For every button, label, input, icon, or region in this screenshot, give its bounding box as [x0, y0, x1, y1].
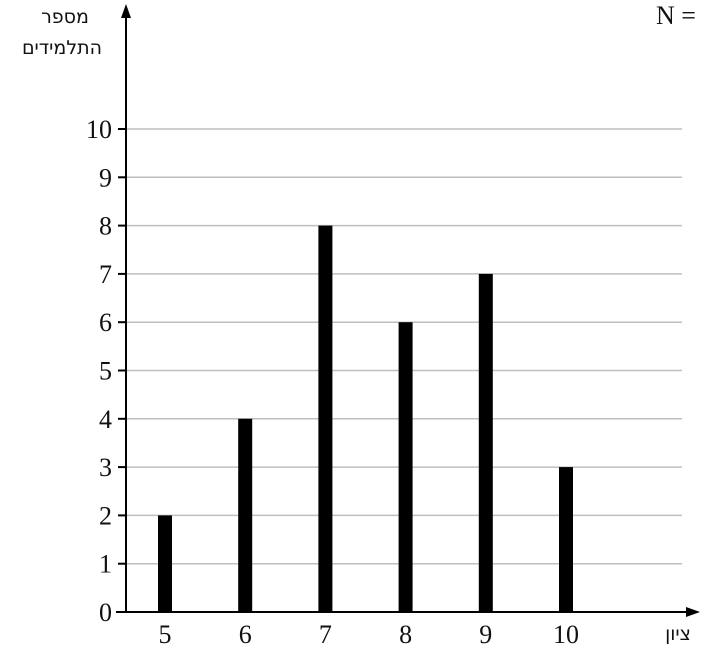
x-tick-label: 7 [319, 620, 332, 649]
y-tick-label: 9 [99, 163, 112, 192]
y-axis-ticks: 0 1 2 3 4 5 6 7 8 9 10 [86, 115, 126, 627]
x-tick-label: 10 [553, 620, 579, 649]
y-tick-label: 5 [99, 357, 112, 386]
x-axis-title: ציון [665, 623, 691, 645]
x-tick-label: 6 [239, 620, 252, 649]
y-axis-title-line2: התלמידים [22, 37, 102, 59]
x-tick-label: 5 [159, 620, 172, 649]
y-tick-label: 2 [99, 501, 112, 530]
y-tick-label: 4 [99, 405, 112, 434]
axes [116, 4, 700, 617]
y-tick-label: 8 [99, 212, 112, 241]
y-tick-label: 1 [99, 550, 112, 579]
y-tick-label: 10 [86, 115, 112, 144]
corner-n-label: N = [656, 1, 696, 30]
x-tick-label: 9 [479, 620, 492, 649]
bar-9 [478, 273, 493, 612]
bar-7 [318, 225, 333, 612]
x-tick-label: 8 [399, 620, 412, 649]
y-tick-label: 3 [99, 453, 112, 482]
bars [158, 225, 573, 612]
y-tick-label: 7 [99, 260, 112, 289]
y-axis-title-line1: מספר [41, 6, 89, 28]
bar-5 [158, 515, 172, 612]
bar-6 [238, 418, 253, 612]
y-tick-label: 0 [99, 598, 112, 627]
x-axis-arrow-icon [686, 607, 700, 617]
bar-8 [398, 322, 413, 612]
bar-10 [559, 467, 573, 612]
y-axis-arrow-icon [121, 4, 131, 18]
x-axis-tick-labels: 5 6 7 8 9 10 [159, 620, 580, 649]
y-tick-label: 6 [99, 308, 112, 337]
